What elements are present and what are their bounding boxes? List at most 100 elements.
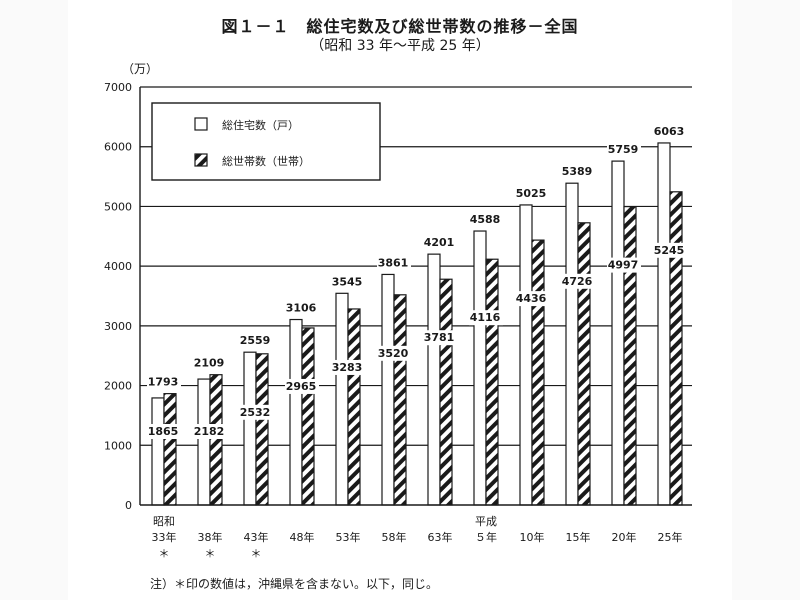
bar-housing (381, 273, 395, 506)
bar-household (669, 191, 683, 506)
data-label-bg (147, 374, 181, 389)
data-label-bg (331, 274, 365, 289)
bar-household (439, 278, 453, 506)
legend-swatch-housing (194, 117, 208, 131)
bars-layer (151, 142, 683, 506)
chart-subtitle: （昭和 33 年～平成 25 年） (310, 38, 490, 54)
bar-housing (473, 230, 487, 506)
x-tick-label: 10年 (520, 530, 545, 544)
bar-housing (151, 397, 165, 506)
bar-household (485, 258, 499, 506)
data-label-household: 4436 (516, 292, 547, 305)
chart-title: 図１－１ 総住宅数及び総世帯数の推移－全国 (221, 17, 579, 36)
bar-housing (565, 182, 579, 506)
data-label-household: 2965 (286, 380, 317, 393)
axis-layer: 0 1000 2000 3000 4000 5000 6000 7000 昭和 33年 ＊ 38年 ＊ 4… (104, 81, 692, 560)
bar-household (163, 393, 177, 506)
y-tick-label: 5000 (104, 200, 132, 213)
data-label-housing: 5389 (562, 165, 593, 178)
bar-household (623, 206, 637, 506)
data-label-housing: 6063 (654, 125, 685, 138)
legend-label-housing: 総住宅数（戸） (222, 118, 299, 132)
data-label-bg (607, 257, 641, 273)
data-label-housing: 4588 (470, 213, 501, 226)
data-label-bg (423, 235, 457, 250)
bar-housing (243, 351, 257, 506)
data-label-bg (469, 310, 503, 326)
x-tick-label: 25年 (658, 530, 683, 544)
data-label-bg (561, 273, 595, 289)
x-tick-label: ＊ (205, 547, 216, 560)
x-tick-label: 15年 (566, 530, 591, 544)
y-tick-label: 7000 (104, 81, 132, 94)
data-label-household: 3781 (424, 331, 455, 344)
x-tick-label: 昭和 (153, 515, 175, 528)
y-axis-unit-label: （万） (122, 62, 159, 76)
data-labels-layer: 1793 1865 2109 2182 2559 2532 3106 2965 3545 3283… (147, 123, 687, 439)
bar-housing (611, 160, 625, 506)
y-tick-label: 2000 (104, 380, 132, 393)
data-label-housing: 5025 (516, 187, 547, 200)
x-tick-label: ＊ (159, 547, 170, 560)
data-label-household: 1865 (148, 425, 179, 438)
data-label-bg (331, 359, 365, 375)
data-label-housing: 2559 (240, 334, 271, 347)
x-tick-label: 20年 (612, 530, 637, 544)
data-label-bg (607, 142, 641, 157)
bar-household (255, 353, 269, 506)
data-label-bg (515, 185, 549, 200)
data-label-bg (377, 345, 411, 361)
data-label-bg (469, 212, 503, 227)
data-label-bg (653, 123, 687, 138)
bar-housing (657, 142, 671, 506)
data-label-bg (239, 404, 273, 420)
data-label-housing: 2109 (194, 357, 225, 370)
data-label-bg (239, 333, 273, 348)
data-label-bg (147, 424, 181, 439)
data-label-household: 4997 (608, 259, 639, 272)
bar-housing (197, 378, 211, 506)
x-tick-label: 48年 (290, 530, 315, 544)
y-tick-label: 4000 (104, 260, 132, 273)
x-tick-label: 63年 (428, 530, 453, 544)
bar-household (347, 308, 361, 506)
legend-box (151, 102, 381, 181)
x-tick-label: 43年 (244, 530, 269, 544)
bar-housing (289, 318, 303, 506)
data-label-housing: 5759 (608, 143, 639, 156)
data-label-housing: 4201 (424, 236, 455, 249)
bar-household (209, 374, 223, 506)
y-tick-label: 0 (125, 499, 132, 512)
y-tick-label: 1000 (104, 439, 132, 452)
data-label-bg (561, 164, 595, 179)
data-label-housing: 3861 (378, 256, 409, 269)
data-label-household: 3520 (378, 347, 409, 360)
data-label-bg (285, 378, 319, 394)
bar-household (577, 222, 591, 506)
legend: 総住宅数（戸） 総世帯数（世帯） (151, 102, 381, 181)
x-tick-label: 33年 (152, 530, 177, 544)
data-label-housing: 3106 (286, 302, 317, 315)
x-tick-label: 38年 (198, 530, 223, 544)
data-label-bg (377, 255, 411, 270)
data-label-housing: 3545 (332, 275, 363, 288)
x-tick-label: 58年 (382, 530, 407, 544)
data-label-bg (423, 330, 457, 346)
data-label-bg (285, 300, 319, 315)
bar-household (301, 327, 315, 506)
data-label-bg (653, 242, 687, 258)
data-label-household: 4726 (562, 275, 593, 288)
data-label-bg (193, 424, 227, 439)
data-label-household: 3283 (332, 361, 363, 374)
y-tick-label: 3000 (104, 320, 132, 333)
data-label-housing: 1793 (148, 376, 179, 389)
footnote: 注）＊印の数値は，沖縄県を含まない。以下，同じ。 (150, 577, 439, 591)
legend-label-household: 総世帯数（世帯） (222, 154, 310, 168)
bar-household (531, 239, 545, 506)
data-label-bg (193, 355, 227, 370)
bar-housing (335, 292, 349, 506)
x-tick-label: 平成 (475, 515, 497, 528)
data-label-household: 2532 (240, 406, 271, 419)
